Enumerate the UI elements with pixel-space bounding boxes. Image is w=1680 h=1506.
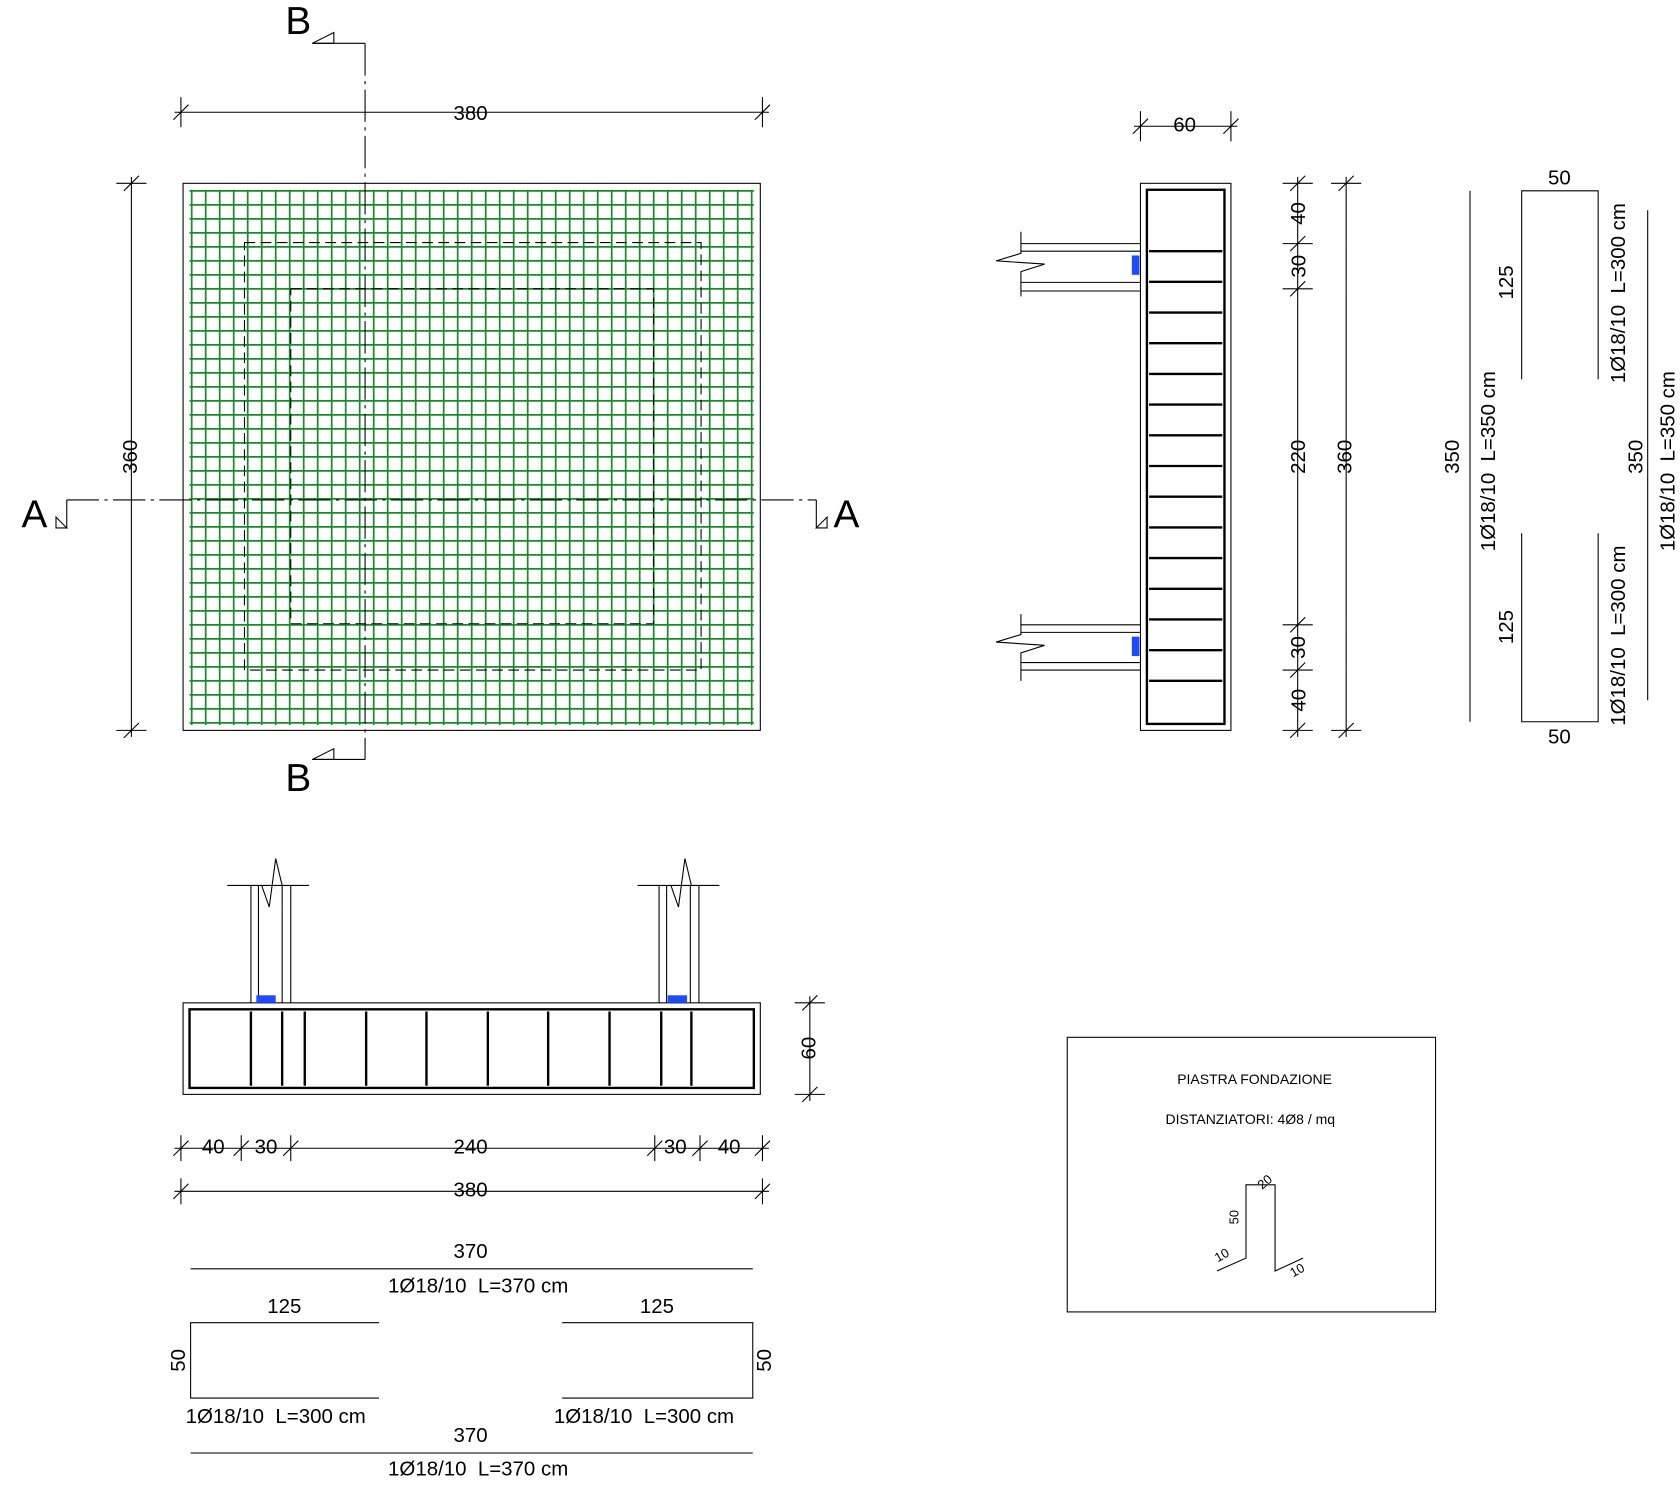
dimension: 370 <box>454 1240 488 1263</box>
spacer-shape <box>1216 1184 1304 1272</box>
rebar <box>1145 188 1226 726</box>
slab-outline <box>182 182 761 731</box>
dimension: 125 <box>1495 610 1518 644</box>
bar-label: 1Ø18/10 L=370 cm <box>388 1458 568 1481</box>
bar-shape <box>1469 190 1649 723</box>
dimension: 350 <box>1624 440 1647 474</box>
dimension: 50 <box>1548 166 1571 189</box>
dimension: 30 <box>664 1136 687 1159</box>
plan-view: B B A A 380 360 <box>22 0 860 800</box>
bar-label: 1Ø18/10 L=300 cm <box>1607 545 1630 725</box>
bar-label: 1Ø18/10 L=300 cm <box>554 1405 734 1428</box>
mesh-lines <box>189 189 754 725</box>
spacer <box>1131 636 1140 657</box>
dimension: 125 <box>267 1295 301 1318</box>
dimension: 125 <box>1495 265 1518 299</box>
rebar-mesh <box>189 189 754 725</box>
dimension: 40 <box>202 1136 225 1159</box>
column-stub <box>995 231 1141 681</box>
dimension: 30 <box>255 1136 278 1159</box>
dimension: 50 <box>1548 725 1571 748</box>
section-a: 60 40 30 240 30 40 380 <box>182 858 820 1202</box>
spacer <box>1131 255 1140 275</box>
bar-label: 1Ø18/10 L=350 cm <box>1657 371 1680 551</box>
title-block: PIASTRA FONDAZIONE DISTANZIATORI: 4Ø8 / … <box>1066 1036 1437 1313</box>
section-label: A <box>834 493 860 536</box>
section-label: B <box>285 0 311 43</box>
section-label: A <box>22 493 48 536</box>
section-outline <box>1139 182 1232 731</box>
dimension: 360 <box>119 440 142 474</box>
title: PIASTRA FONDAZIONE <box>1177 1071 1332 1087</box>
dimension: 50 <box>753 1349 776 1372</box>
dimension: 30 <box>1287 636 1310 659</box>
dimension: 360 <box>1334 440 1357 474</box>
section-ends <box>66 42 817 760</box>
bar-schedule-a: 370 1Ø18/10 L=370 cm 125 50 1Ø18/10 L=30… <box>167 1240 776 1481</box>
stirrups <box>1149 249 1223 683</box>
rebar <box>188 1008 756 1090</box>
dimension: 240 <box>454 1136 488 1159</box>
spacer <box>667 995 688 1003</box>
stirrups <box>249 1011 693 1086</box>
bar-label: 1Ø18/10 L=350 cm <box>1477 371 1500 551</box>
dimension: 50 <box>1227 1210 1242 1224</box>
dimension: 20 <box>1254 1171 1275 1192</box>
dimension: 10 <box>1287 1260 1307 1280</box>
dimension-lines <box>116 97 1362 1205</box>
dimension: 40 <box>1287 689 1310 712</box>
dimension: 380 <box>454 102 488 125</box>
column-stub <box>227 858 720 1003</box>
dimension: 60 <box>797 1037 820 1060</box>
dimension: 30 <box>1287 255 1310 278</box>
bar-label: 1Ø18/10 L=300 cm <box>186 1405 366 1428</box>
bar-shape <box>190 1268 754 1454</box>
dimension: 40 <box>718 1136 741 1159</box>
bar-label: 1Ø18/10 L=300 cm <box>1607 203 1630 383</box>
dimension: 125 <box>640 1295 674 1318</box>
dimension: 380 <box>454 1179 488 1202</box>
dimension: 60 <box>1173 114 1196 137</box>
dimension: 50 <box>167 1349 190 1372</box>
dimension: 40 <box>1287 202 1310 225</box>
note: DISTANZIATORI: 4Ø8 / mq <box>1166 1111 1336 1127</box>
dimension: 220 <box>1287 440 1310 474</box>
dashed-outline <box>290 288 655 625</box>
section-b: 60 40 30 220 30 40 360 <box>995 114 1357 731</box>
dimension: 350 <box>1441 440 1464 474</box>
bar-label: 1Ø18/10 L=370 cm <box>388 1275 568 1298</box>
section-label: B <box>285 757 311 800</box>
bar-schedule-b: 50 125 1Ø18/10 L=300 cm 350 1Ø18/10 L=35… <box>1441 166 1679 748</box>
dimension: 370 <box>454 1424 488 1447</box>
title-frame <box>1066 1036 1437 1313</box>
section-arrows <box>55 31 828 760</box>
spacer <box>256 995 276 1003</box>
section-outline <box>182 1002 761 1095</box>
dashed-outline <box>243 241 702 671</box>
dimension: 10 <box>1212 1245 1232 1265</box>
